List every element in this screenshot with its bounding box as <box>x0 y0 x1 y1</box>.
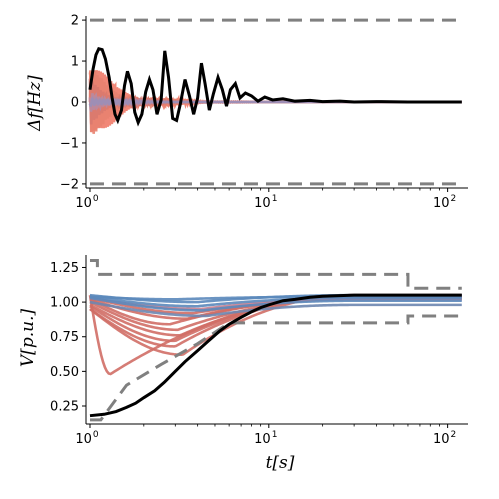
limit-line <box>89 314 462 422</box>
x-tick-label: 102 <box>433 194 456 211</box>
frequency-panel: −2 −1 0 1 2 100 101 102 Δf[Hz] <box>25 14 468 211</box>
frequency-limits <box>89 18 462 186</box>
series-line <box>89 295 462 308</box>
y-tick-label: 1 <box>71 55 79 70</box>
voltage-panel: 0.25 0.50 0.75 1.00 1.25 100 101 102 V[p.u.] t[… <box>18 255 468 473</box>
reference-line <box>88 47 462 127</box>
reference-line <box>89 293 462 418</box>
y-tick-label: 0.25 <box>50 399 79 414</box>
voltage-axes: 0.25 0.50 0.75 1.00 1.25 100 101 102 <box>50 255 468 447</box>
y-tick-label: 2 <box>71 14 79 29</box>
x-tick-label: 100 <box>75 194 99 211</box>
y-tick-label: 1.00 <box>50 296 79 311</box>
y-tick-label: −2 <box>60 177 79 192</box>
y-tick-label: 0.75 <box>50 330 79 345</box>
y-tick-label: 0.50 <box>50 365 79 380</box>
y-tick-label: 1.25 <box>50 261 79 276</box>
series-line <box>89 300 462 318</box>
limit-line <box>89 259 462 290</box>
x-tick-label: 101 <box>254 430 277 447</box>
frequency-reference <box>88 47 462 127</box>
voltage-reference <box>89 293 462 418</box>
x-tick-label: 100 <box>75 430 99 447</box>
frequency-y-label: Δf[Hz] <box>25 75 45 132</box>
x-tick-label: 101 <box>254 194 277 211</box>
y-tick-label: −1 <box>60 136 79 151</box>
voltage-y-label: V[p.u.] <box>18 309 38 368</box>
x-tick-label: 102 <box>433 430 456 447</box>
voltage-series <box>88 293 462 376</box>
voltage-x-label: t[s] <box>266 453 295 473</box>
y-tick-label: 0 <box>71 96 79 111</box>
voltage-limits <box>89 259 462 422</box>
